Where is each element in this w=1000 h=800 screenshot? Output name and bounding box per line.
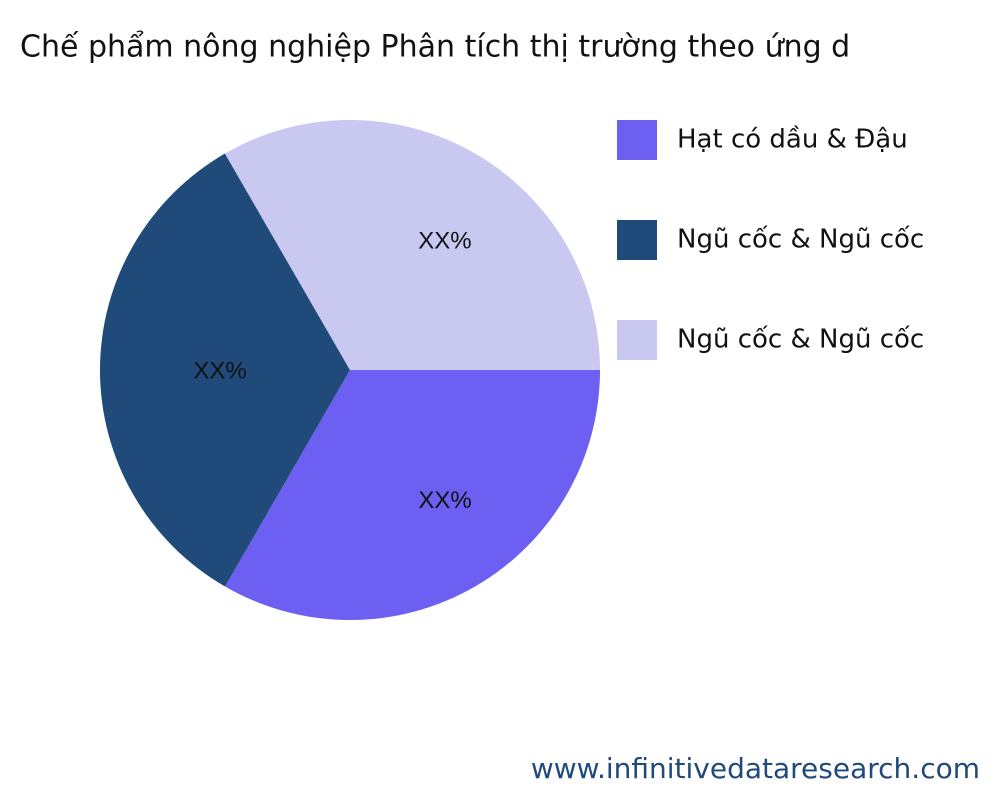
legend-label: Hạt có dầu & Đậu [677,125,908,155]
pie-slice [224,119,601,371]
pie-slice [225,370,600,621]
legend-swatch [617,220,657,260]
legend-label: Ngũ cốc & Ngũ cốc [677,325,924,355]
data-label: XX% [193,357,246,384]
footer: www.infinitivedataresearch.com [531,752,980,785]
pie-slice [100,153,350,587]
legend-label: Ngũ cốc & Ngũ cốc [677,225,924,255]
legend-swatch [617,320,657,360]
data-label: XX% [418,487,471,514]
data-label: XX% [418,227,471,254]
legend-swatch [617,120,657,160]
chart-title: Chế phẩm nông nghiệp Phân tích thị trườn… [20,29,850,65]
